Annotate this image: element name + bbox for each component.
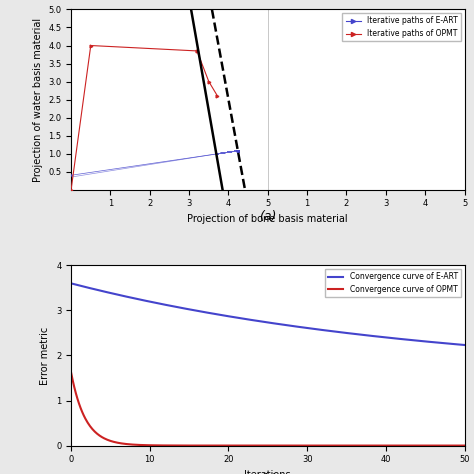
- Y-axis label: Error metric: Error metric: [40, 326, 50, 384]
- Convergence curve of OPMT: [462, 443, 467, 448]
- Line: Convergence curve of E-ART: Convergence curve of E-ART: [71, 283, 465, 345]
- Convergence curve of E-ART: [462, 342, 467, 348]
- Convergence curve of E-ART: [257, 319, 263, 324]
- Legend: Convergence curve of E-ART, Convergence curve of OPMT: Convergence curve of E-ART, Convergence …: [325, 269, 461, 297]
- Text: (a): (a): [259, 210, 276, 223]
- Convergence curve of OPMT: [68, 370, 74, 375]
- Convergence curve of E-ART: [452, 341, 458, 347]
- Convergence curve of OPMT: [257, 443, 263, 448]
- Convergence curve of OPMT: [452, 443, 458, 448]
- Convergence curve of E-ART: [68, 281, 74, 286]
- Convergence curve of OPMT: [391, 443, 396, 448]
- Legend: Iterative paths of E-ART, Iterative paths of OPMT: Iterative paths of E-ART, Iterative path…: [342, 13, 461, 41]
- Convergence curve of E-ART: [281, 322, 287, 328]
- X-axis label: Projection of bone basis material: Projection of bone basis material: [188, 214, 348, 224]
- Convergence curve of OPMT: [302, 443, 308, 448]
- Convergence curve of E-ART: [391, 336, 396, 341]
- Convergence curve of E-ART: [255, 318, 261, 324]
- Y-axis label: Projection of water basis material: Projection of water basis material: [33, 18, 43, 182]
- Line: Convergence curve of OPMT: Convergence curve of OPMT: [71, 373, 465, 446]
- Convergence curve of OPMT: [281, 443, 287, 448]
- Convergence curve of OPMT: [255, 443, 261, 448]
- Convergence curve of E-ART: [302, 325, 308, 330]
- X-axis label: Iterations: Iterations: [245, 470, 291, 474]
